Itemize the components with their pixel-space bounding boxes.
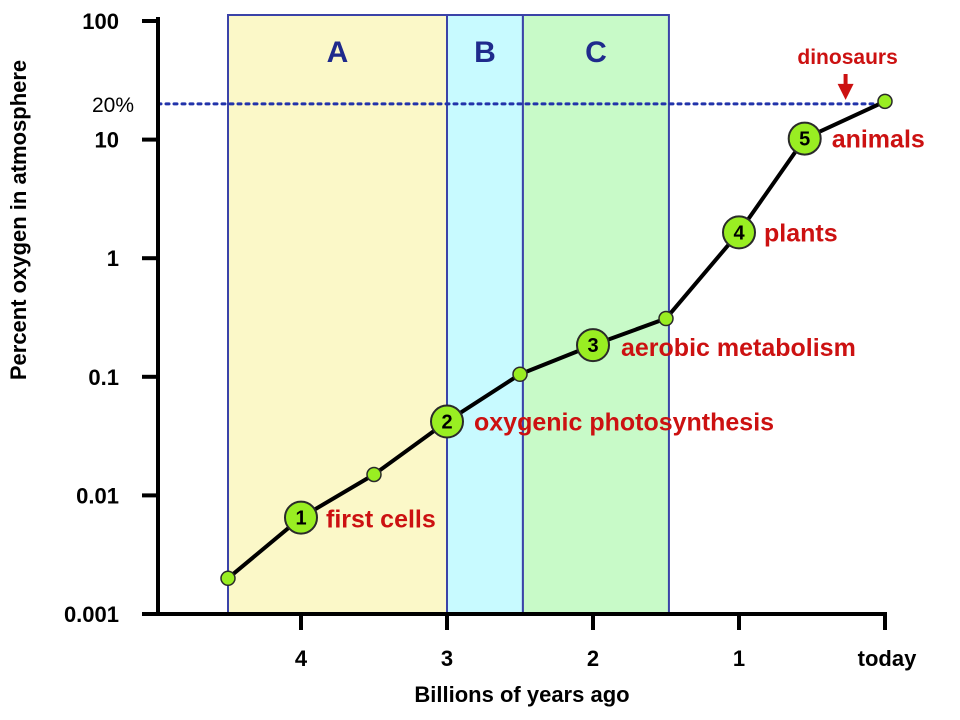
milestone-marker-1 — [284, 500, 318, 535]
region-c-label: C — [585, 36, 607, 69]
data-point — [366, 466, 382, 483]
y-tick-label: 1 — [107, 246, 119, 271]
event-label-first-cells: first cells — [326, 506, 436, 534]
event-label-oxygenic-photosynthesis: oxygenic photosynthesis — [474, 408, 774, 436]
data-point — [877, 93, 893, 110]
y-tick-label: 0.001 — [64, 602, 119, 627]
milestone-marker-2 — [430, 404, 464, 439]
event-label-plants: plants — [764, 219, 838, 247]
y-tick-label: 100 — [82, 9, 119, 34]
data-point — [512, 366, 528, 383]
dinosaurs-arrow-head — [837, 83, 854, 100]
region-a-label: A — [327, 36, 349, 69]
data-point — [658, 310, 674, 327]
annotation-layer: first cells oxygenic photosynthesis aerobi… — [326, 46, 925, 534]
y-tick-label: 0.01 — [76, 483, 119, 508]
x-axis-title: Billions of years ago — [414, 682, 629, 707]
series-line — [226, 99, 886, 580]
x-tick-label: 3 — [441, 646, 453, 671]
data-points-layer: 1 2 3 4 5 — [220, 93, 893, 587]
milestone-marker-3 — [576, 328, 610, 363]
milestone-number-5: 5 — [799, 129, 810, 151]
milestone-number-3: 3 — [587, 335, 598, 357]
regions-layer: A B C — [227, 14, 670, 615]
x-tick-label: 4 — [295, 646, 308, 671]
axes-layer: 0.001 0.01 0.1 1 10 100 4 3 2 1 today — [64, 9, 917, 671]
region-a-band — [227, 14, 448, 615]
region-b-label: B — [474, 36, 496, 69]
milestone-number-2: 2 — [441, 411, 452, 433]
series-line-layer — [226, 99, 886, 580]
x-tick-label: 1 — [733, 646, 745, 671]
y-tick-label: 0.1 — [88, 365, 119, 390]
event-label-aerobic-metabolism: aerobic metabolism — [621, 334, 856, 362]
event-label-animals: animals — [832, 126, 925, 154]
data-point — [220, 570, 236, 587]
y-axis-title: Percent oxygen in atmosphere — [6, 60, 31, 380]
reference-line-layer: 20% — [92, 94, 887, 117]
region-c-band — [521, 14, 670, 615]
reference-line-label: 20% — [92, 94, 134, 117]
milestone-number-1: 1 — [295, 508, 306, 530]
milestone-marker-5 — [787, 121, 822, 156]
y-tick-label: 10 — [95, 128, 119, 153]
x-tick-label: today — [858, 646, 917, 671]
milestone-marker-4 — [722, 215, 756, 250]
event-label-dinosaurs: dinosaurs — [797, 46, 897, 69]
milestone-number-4: 4 — [733, 222, 745, 244]
x-tick-label: 2 — [587, 646, 599, 671]
